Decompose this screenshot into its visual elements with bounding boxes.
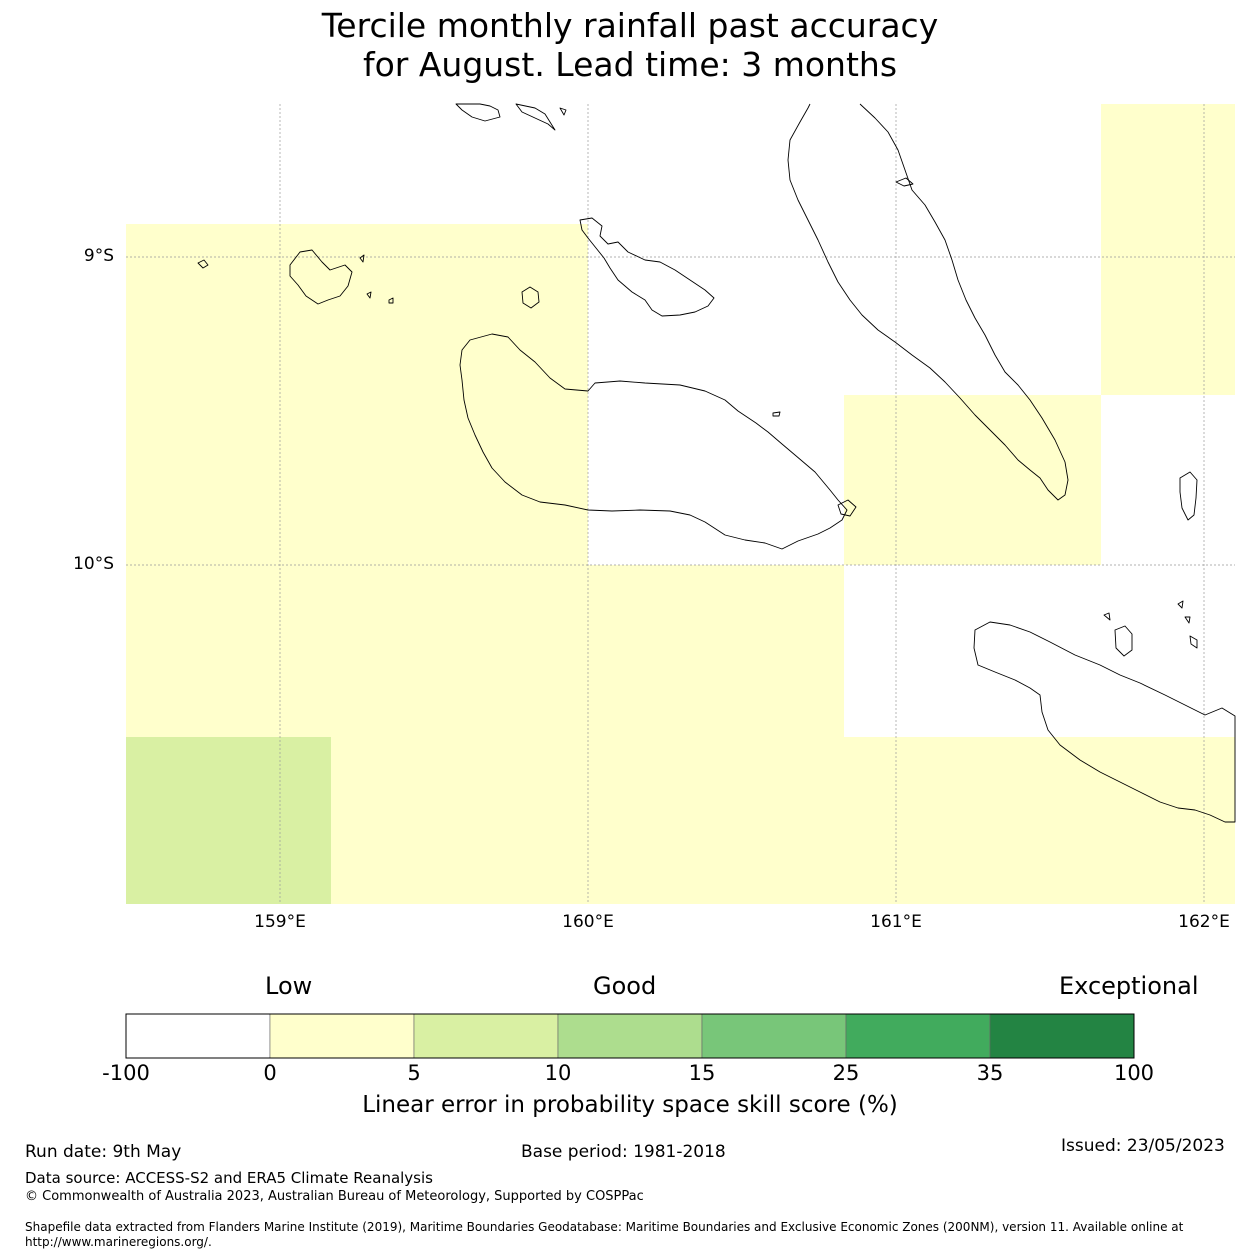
lat-label: 9°S bbox=[83, 246, 114, 266]
colorbar-tick: -100 bbox=[102, 1061, 150, 1085]
lon-label: 162°E bbox=[1178, 912, 1230, 932]
data-source: Data source: ACCESS-S2 and ERA5 Climate … bbox=[25, 1169, 433, 1187]
run-date: Run date: 9th May bbox=[25, 1142, 182, 1162]
savo-island bbox=[521, 286, 540, 309]
colorbar-tick: 5 bbox=[407, 1061, 421, 1085]
issued-date: Issued: 23/05/2023 bbox=[1061, 1136, 1225, 1156]
colorbar bbox=[125, 1013, 1135, 1059]
lon-label: 159°E bbox=[254, 912, 306, 932]
islet bbox=[1189, 635, 1198, 649]
skill-cell bbox=[331, 737, 1235, 904]
copyright: © Commonwealth of Australia 2023, Austra… bbox=[25, 1189, 644, 1204]
skill-cell bbox=[126, 565, 844, 737]
shapefile-credit-line2: http://www.marineregions.org/. bbox=[25, 1235, 212, 1249]
skill-cell bbox=[1101, 104, 1235, 395]
coastlines bbox=[197, 103, 1236, 823]
colorbar-tick: 0 bbox=[263, 1061, 277, 1085]
colorbar-swatch bbox=[413, 1013, 559, 1059]
islet bbox=[1177, 600, 1184, 609]
colorbar-swatch bbox=[845, 1013, 991, 1059]
colorbar-tick: 35 bbox=[976, 1061, 1004, 1085]
skill-map bbox=[126, 103, 1236, 904]
northern-coast-fragment bbox=[455, 103, 501, 122]
shapefile-credit-line1: Shapefile data extracted from Flanders M… bbox=[25, 1220, 1184, 1234]
colorbar-tick: 10 bbox=[544, 1061, 572, 1085]
islet bbox=[772, 411, 781, 417]
islet bbox=[359, 254, 365, 263]
colorbar-swatch bbox=[125, 1013, 271, 1059]
makira-island bbox=[973, 621, 1236, 823]
skill-cell bbox=[126, 224, 588, 565]
map-title-line2: for August. Lead time: 3 months bbox=[362, 45, 898, 84]
skill-cells bbox=[126, 104, 1235, 904]
colorbar-category-low: Low bbox=[265, 972, 313, 1000]
colorbar-category-exceptional: Exceptional bbox=[1059, 972, 1199, 1000]
islet bbox=[895, 177, 914, 187]
skill-cell bbox=[844, 395, 1101, 565]
colorbar-label: Linear error in probability space skill … bbox=[362, 1092, 898, 1118]
islet bbox=[1184, 616, 1191, 624]
lat-label: 10°S bbox=[73, 554, 114, 574]
lon-label: 160°E bbox=[562, 912, 614, 932]
northern-coast-fragment bbox=[515, 103, 556, 131]
map-title-line1: Tercile monthly rainfall past accuracy bbox=[321, 6, 939, 45]
colorbar-tick: 15 bbox=[688, 1061, 716, 1085]
islet-east-guadalcanal bbox=[837, 499, 857, 517]
colorbar-tick: 25 bbox=[832, 1061, 860, 1085]
colorbar-swatch bbox=[269, 1013, 415, 1059]
islet bbox=[1103, 612, 1111, 621]
islet bbox=[388, 297, 394, 304]
guadalcanal-island bbox=[459, 333, 848, 550]
islet bbox=[559, 107, 567, 116]
colorbar-swatch bbox=[557, 1013, 703, 1059]
colorbar-tick: 100 bbox=[1113, 1061, 1155, 1085]
skill-cell bbox=[126, 737, 331, 904]
lon-label: 161°E bbox=[870, 912, 922, 932]
islet bbox=[366, 291, 372, 299]
russell-islands bbox=[289, 249, 353, 305]
base-period: Base period: 1981-2018 bbox=[521, 1142, 726, 1162]
colorbar-category-good: Good bbox=[593, 972, 657, 1000]
colorbar-swatch bbox=[701, 1013, 847, 1059]
florida-islands bbox=[579, 217, 715, 317]
islet bbox=[1114, 625, 1133, 657]
small-island bbox=[1179, 471, 1198, 521]
colorbar-swatch bbox=[989, 1013, 1135, 1059]
islet bbox=[197, 259, 209, 269]
malaita-island bbox=[787, 103, 1069, 501]
